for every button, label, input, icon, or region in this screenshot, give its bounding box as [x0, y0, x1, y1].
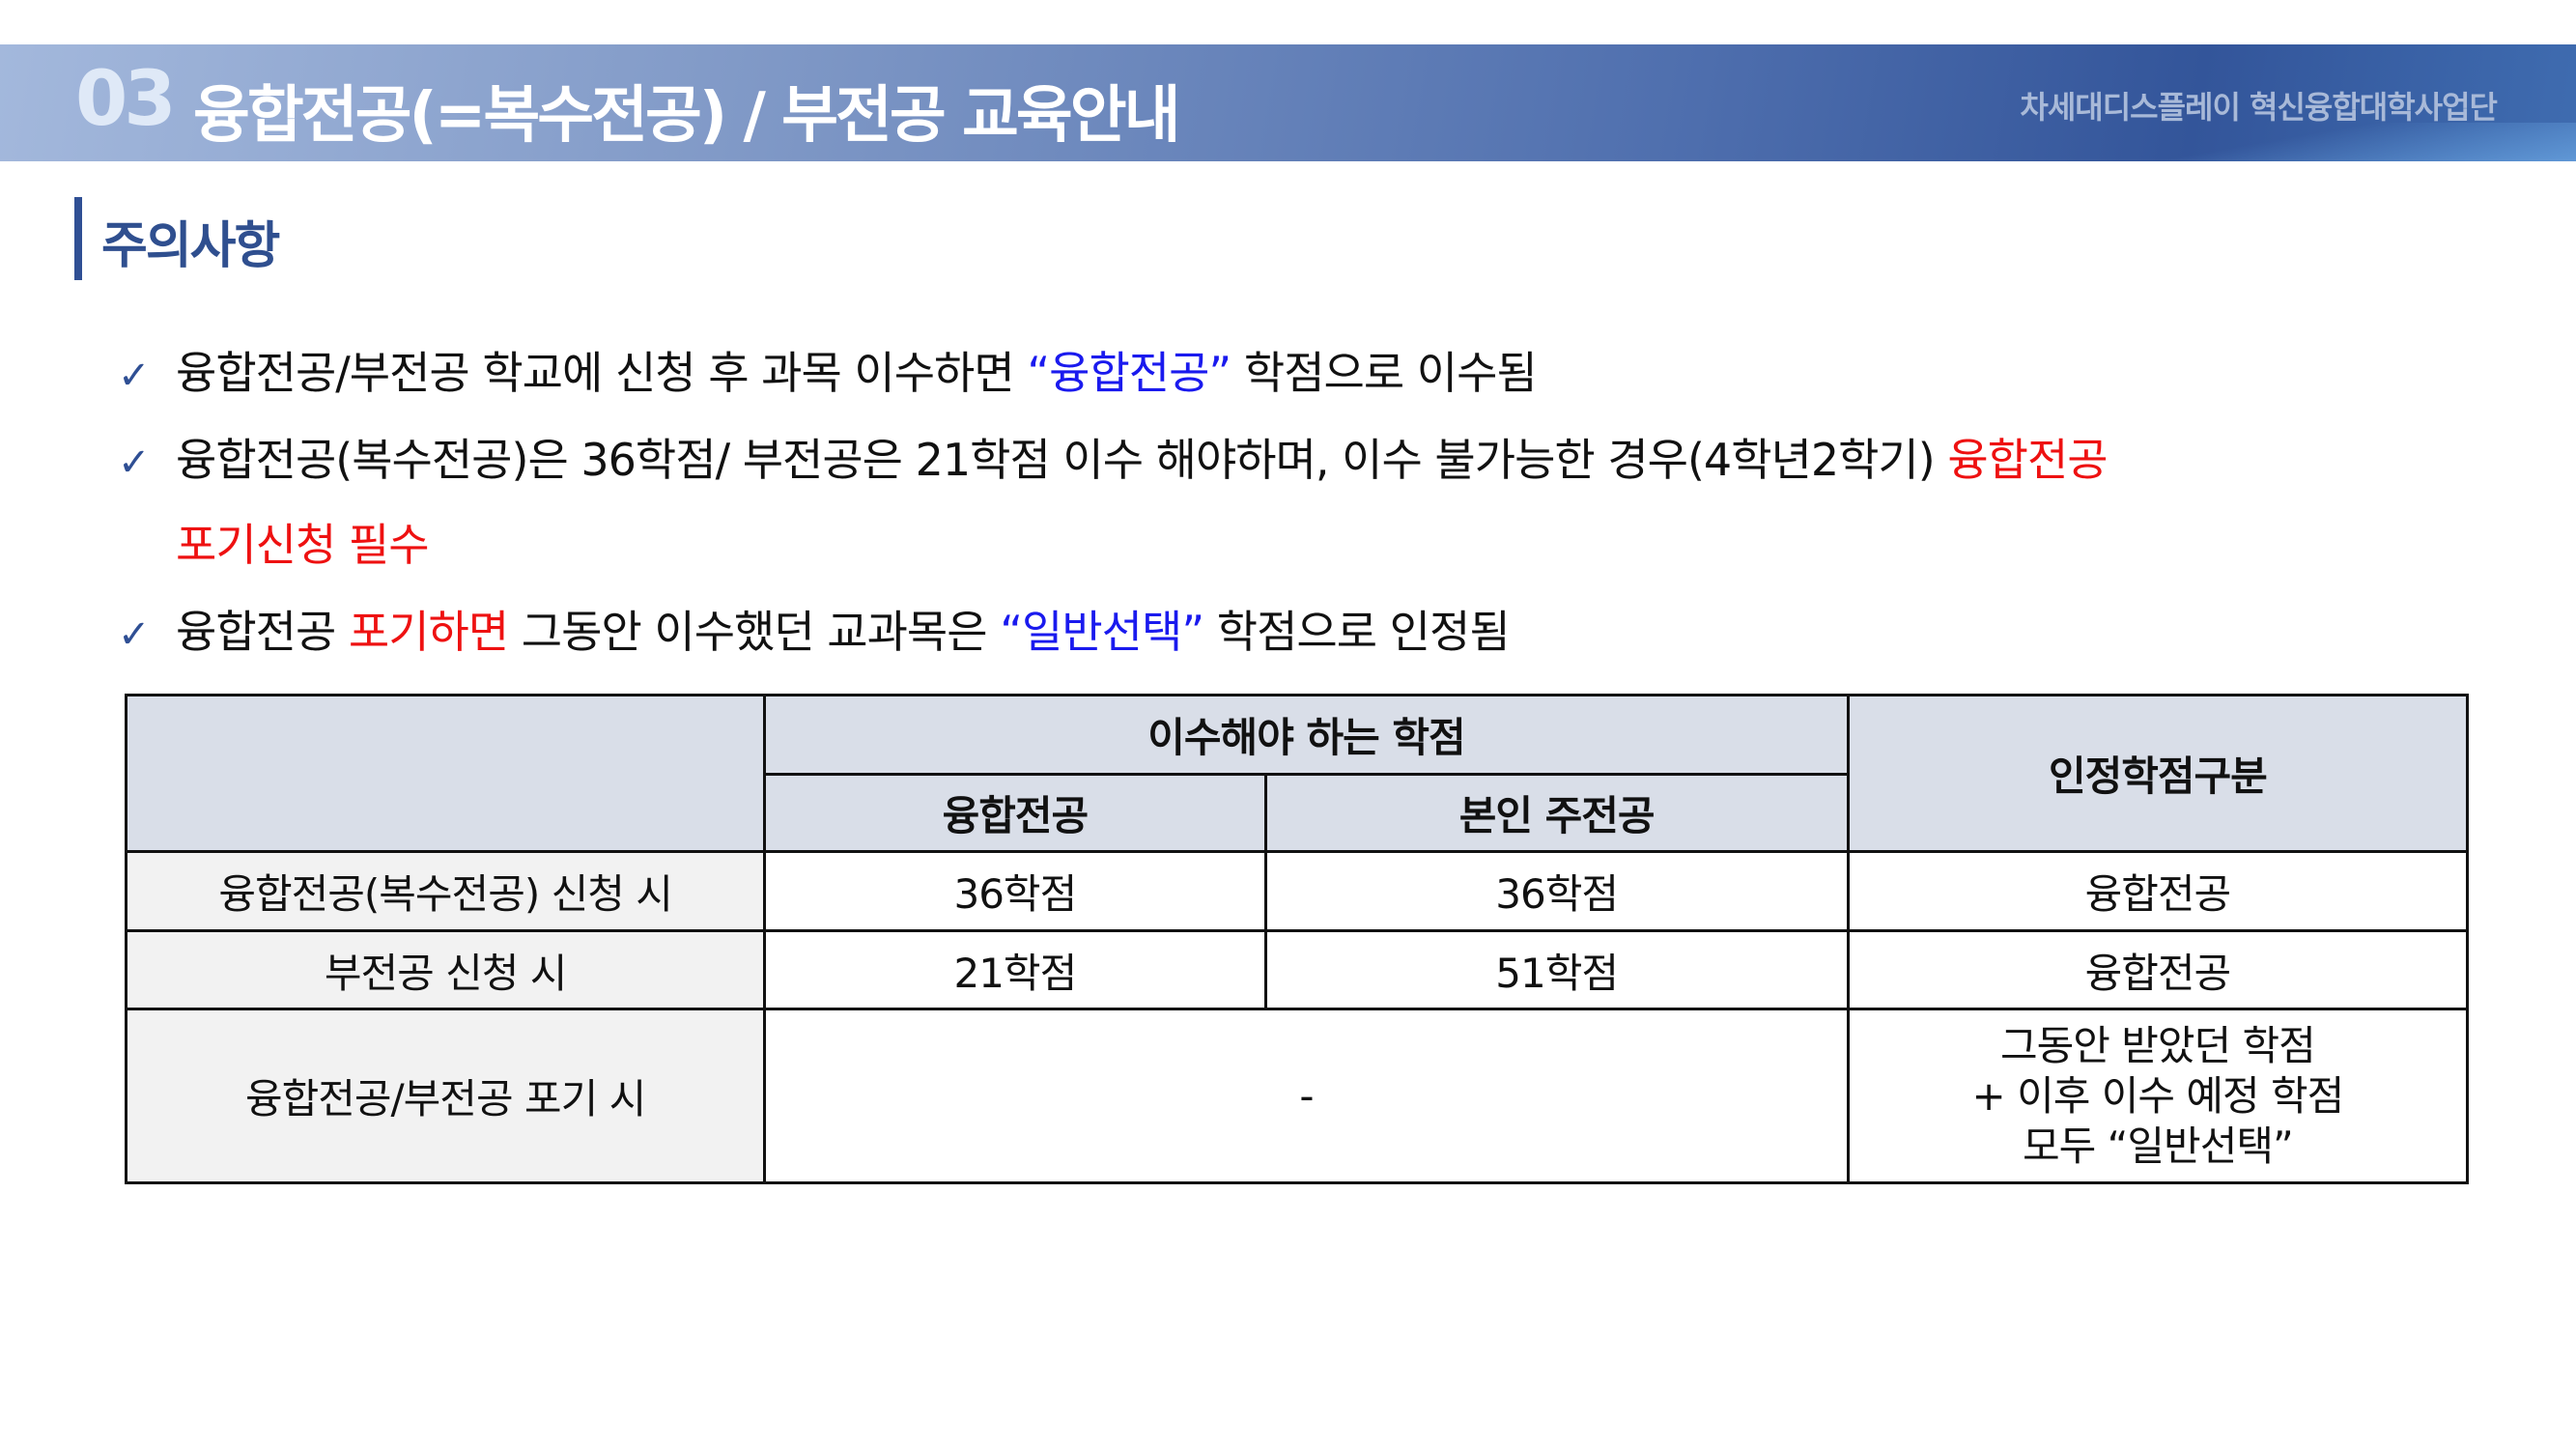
- row-label: 융합전공/부전공 포기 시: [124, 1008, 767, 1184]
- header-major: 본인 주전공: [1263, 773, 1850, 853]
- cell-convergence: 36학점: [763, 850, 1267, 932]
- corner-cell: [124, 694, 767, 853]
- bullet-item: ✓ 융합전공(복수전공)은 36학점/ 부전공은 21학점 이수 해야하며, 이수…: [118, 425, 2109, 489]
- credit-table: 이수해야 하는 학점 인정학점구분 융합전공 본인 주전공 융합전공(복수전공)…: [124, 694, 2470, 1184]
- bullet-text: 그동안 이수했던 교과목은: [508, 606, 1001, 658]
- table-row: 부전공 신청 시 21학점 51학점 융합전공: [124, 929, 2470, 1010]
- header-group: 이수해야 하는 학점: [763, 694, 1850, 776]
- cell-recognition: 융합전공: [1846, 929, 2470, 1010]
- bullet-item: ✓ 융합전공 포기하면 그동안 이수했던 교과목은 “일반선택” 학점으로 인정됨: [118, 597, 1511, 661]
- recognition-line: + 이후 이수 예정 학점: [1971, 1071, 2345, 1120]
- bullet-text: 학점으로 이수됨: [1231, 347, 1538, 399]
- highlight-text: “일반선택”: [1000, 606, 1204, 658]
- header-convergence: 융합전공: [763, 773, 1267, 853]
- cell-recognition: 융합전공: [1846, 850, 2470, 932]
- header-decoration: [2093, 123, 2576, 161]
- table-row: 융합전공(복수전공) 신청 시 36학점 36학점 융합전공: [124, 850, 2470, 932]
- checkmark-icon: ✓: [118, 440, 151, 485]
- cell-major: 51학점: [1263, 929, 1850, 1010]
- bullet-text: 융합전공(복수전공)은 36학점/ 부전공은 21학점 이수 해야하며, 이수 …: [176, 434, 1948, 486]
- highlight-text: “융합전공”: [1027, 347, 1231, 399]
- header-recognition: 인정학점구분: [1846, 694, 2470, 853]
- recognition-line: 모두 “일반선택”: [2023, 1122, 2294, 1170]
- cell-major: 36학점: [1263, 850, 1850, 932]
- bullet-text: 융합전공: [176, 606, 349, 658]
- organization-name: 차세대디스플레이 혁신융합대학사업단: [2020, 89, 2498, 126]
- bullet-continuation: 포기신청 필수: [176, 519, 430, 571]
- row-label: 부전공 신청 시: [124, 929, 767, 1010]
- cell-convergence: 21학점: [763, 929, 1267, 1010]
- page-header-banner: 03 융합전공(=복수전공) / 부전공 교육안내 차세대디스플레이 혁신융합대…: [0, 44, 2576, 161]
- bullet-text: 학점으로 인정됨: [1203, 606, 1511, 658]
- page-title: 융합전공(=복수전공) / 부전공 교육안내: [193, 80, 1181, 152]
- checkmark-icon: ✓: [118, 354, 151, 398]
- recognition-line: 그동안 받았던 학점: [1999, 1021, 2316, 1069]
- cell-merged: -: [763, 1008, 1850, 1184]
- cell-recognition: 그동안 받았던 학점 + 이후 이수 예정 학점 모두 “일반선택”: [1846, 1008, 2470, 1184]
- section-number: 03: [75, 56, 177, 143]
- section-title: 주의사항: [101, 217, 280, 275]
- bullet-text: 융합전공/부전공 학교에 신청 후 과목 이수하면: [176, 347, 1028, 399]
- table-row: 융합전공/부전공 포기 시 - 그동안 받았던 학점 + 이후 이수 예정 학점…: [124, 1008, 2470, 1184]
- row-label: 융합전공(복수전공) 신청 시: [124, 850, 767, 932]
- highlight-text: 포기하면: [348, 606, 509, 658]
- checkmark-icon: ✓: [118, 612, 151, 657]
- highlight-text: 융합전공: [1947, 434, 2108, 486]
- bullet-item: ✓ 융합전공/부전공 학교에 신청 후 과목 이수하면 “융합전공” 학점으로 이…: [118, 338, 1538, 402]
- section-accent-bar: [74, 197, 82, 280]
